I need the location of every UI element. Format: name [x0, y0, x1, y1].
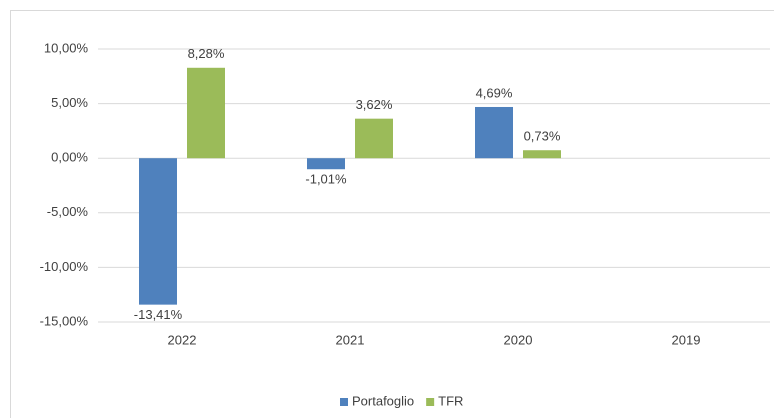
y-tick-label: -10,00% [40, 259, 89, 274]
legend-swatch [426, 398, 435, 406]
legend-label: TFR [438, 393, 463, 408]
x-tick-label: 2020 [504, 332, 533, 347]
data-label: 4,69% [476, 85, 513, 100]
y-tick-label: 5,00% [51, 95, 88, 110]
data-label: 0,73% [524, 129, 561, 144]
x-tick-label: 2022 [168, 332, 197, 347]
data-label: -1,01% [305, 172, 347, 187]
legend-label: Portafoglio [352, 393, 414, 408]
x-tick-label: 2021 [336, 332, 365, 347]
chart-border [10, 10, 774, 418]
bar [355, 118, 393, 159]
legend-swatch [340, 398, 348, 406]
bar [523, 150, 561, 159]
bar [475, 106, 513, 159]
bar [307, 158, 345, 170]
y-tick-label: -15,00% [40, 313, 89, 328]
x-tick-label: 2019 [672, 332, 701, 347]
data-label: 3,62% [356, 97, 393, 112]
bar [139, 158, 177, 305]
data-label: -13,41% [134, 307, 183, 322]
y-tick-label: 0,00% [51, 150, 88, 165]
y-tick-label: -5,00% [47, 204, 89, 219]
data-label: 8,28% [188, 46, 225, 61]
y-tick-label: 10,00% [44, 40, 89, 55]
bar [187, 67, 225, 159]
